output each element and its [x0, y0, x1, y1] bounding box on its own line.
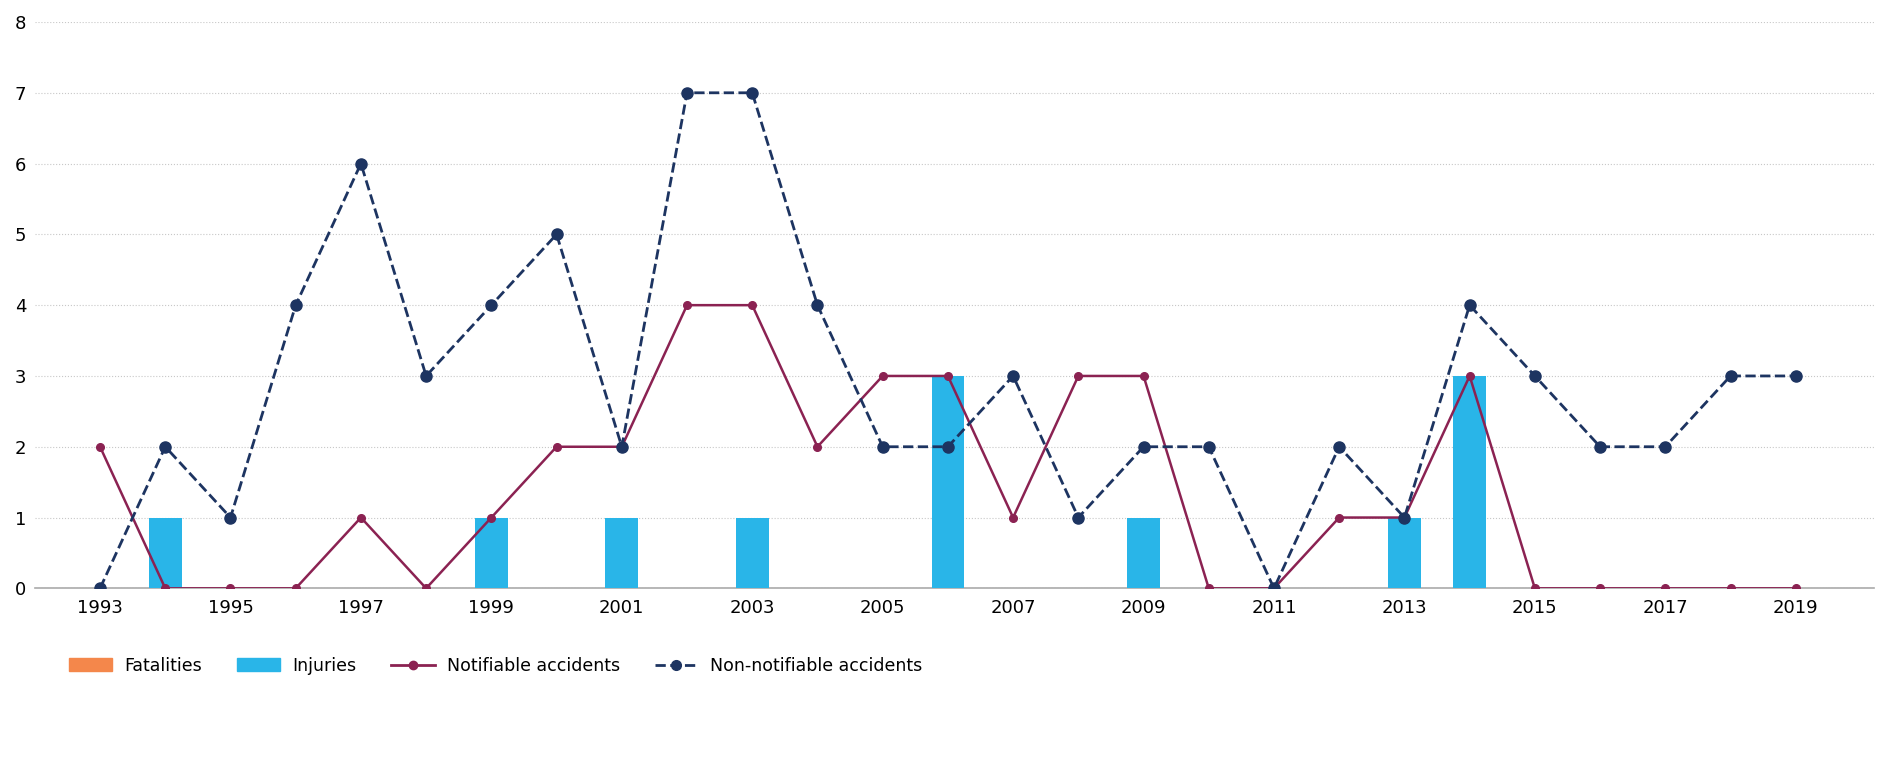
- Notifiable accidents: [1719, 583, 1742, 593]
- Line: Non-notifiable accidents: Non-notifiable accidents: [94, 87, 1802, 594]
- Bar: [1453, 376, 1487, 588]
- Notifiable accidents: [1458, 371, 1481, 380]
- Bar: [149, 518, 181, 588]
- Notifiable accidents: [1262, 583, 1285, 593]
- Non-notifiable accidents: [1328, 442, 1351, 451]
- Notifiable accidents: [1198, 583, 1220, 593]
- Non-notifiable accidents: [416, 371, 438, 380]
- Notifiable accidents: [1067, 371, 1090, 380]
- Non-notifiable accidents: [1719, 371, 1742, 380]
- Non-notifiable accidents: [1001, 371, 1024, 380]
- Non-notifiable accidents: [480, 301, 502, 310]
- Notifiable accidents: [416, 583, 438, 593]
- Notifiable accidents: [676, 301, 699, 310]
- Non-notifiable accidents: [1067, 513, 1090, 522]
- Non-notifiable accidents: [1524, 371, 1547, 380]
- Legend: Fatalities, Injuries, Notifiable accidents, Non-notifiable accidents: Fatalities, Injuries, Notifiable acciden…: [62, 650, 929, 682]
- Notifiable accidents: [219, 583, 242, 593]
- Notifiable accidents: [1589, 583, 1611, 593]
- Non-notifiable accidents: [153, 442, 176, 451]
- Non-notifiable accidents: [1392, 513, 1415, 522]
- Non-notifiable accidents: [1198, 442, 1220, 451]
- Notifiable accidents: [349, 513, 372, 522]
- Notifiable accidents: [1524, 583, 1547, 593]
- Bar: [474, 518, 508, 588]
- Non-notifiable accidents: [676, 88, 699, 98]
- Non-notifiable accidents: [1262, 583, 1285, 593]
- Notifiable accidents: [1392, 513, 1415, 522]
- Non-notifiable accidents: [349, 159, 372, 168]
- Non-notifiable accidents: [89, 583, 111, 593]
- Bar: [737, 518, 769, 588]
- Bar: [606, 518, 638, 588]
- Notifiable accidents: [1132, 371, 1154, 380]
- Notifiable accidents: [480, 513, 502, 522]
- Non-notifiable accidents: [219, 513, 242, 522]
- Bar: [1388, 518, 1421, 588]
- Non-notifiable accidents: [546, 230, 569, 239]
- Notifiable accidents: [807, 442, 829, 451]
- Notifiable accidents: [740, 301, 763, 310]
- Bar: [1128, 518, 1160, 588]
- Non-notifiable accidents: [1458, 301, 1481, 310]
- Non-notifiable accidents: [807, 301, 829, 310]
- Notifiable accidents: [153, 583, 176, 593]
- Non-notifiable accidents: [1132, 442, 1154, 451]
- Notifiable accidents: [285, 583, 308, 593]
- Notifiable accidents: [937, 371, 960, 380]
- Non-notifiable accidents: [740, 88, 763, 98]
- Notifiable accidents: [1001, 513, 1024, 522]
- Non-notifiable accidents: [871, 442, 893, 451]
- Non-notifiable accidents: [610, 442, 633, 451]
- Notifiable accidents: [871, 371, 893, 380]
- Notifiable accidents: [610, 442, 633, 451]
- Non-notifiable accidents: [1785, 371, 1808, 380]
- Non-notifiable accidents: [285, 301, 308, 310]
- Notifiable accidents: [1785, 583, 1808, 593]
- Bar: [931, 376, 963, 588]
- Non-notifiable accidents: [937, 442, 960, 451]
- Notifiable accidents: [1655, 583, 1677, 593]
- Non-notifiable accidents: [1589, 442, 1611, 451]
- Notifiable accidents: [546, 442, 569, 451]
- Line: Notifiable accidents: Notifiable accidents: [96, 301, 1800, 592]
- Notifiable accidents: [1328, 513, 1351, 522]
- Non-notifiable accidents: [1655, 442, 1677, 451]
- Bar: [474, 518, 508, 588]
- Notifiable accidents: [89, 442, 111, 451]
